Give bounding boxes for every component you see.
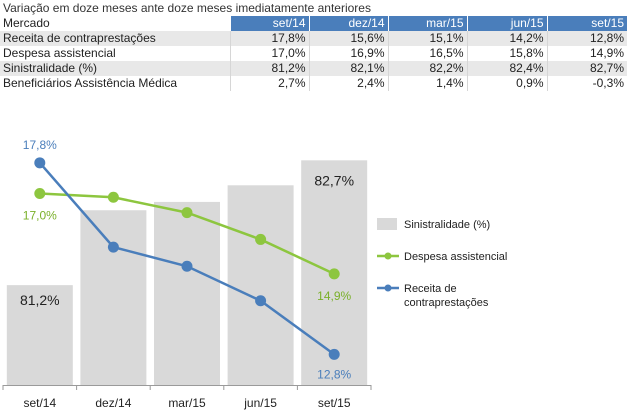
table-cell: 15,8% (466, 46, 547, 61)
legend-label: Sinistralidade (%) (404, 219, 490, 231)
column-header: jun/15 (466, 16, 547, 31)
point-data-label: 12,8% (317, 367, 351, 381)
table-cell: 16,5% (387, 46, 467, 61)
table-cell: 17,0% (229, 46, 309, 61)
series-point (181, 260, 193, 272)
table-cell: 0,9% (466, 76, 547, 91)
legend-label: Receita de (404, 283, 457, 295)
legend-swatch-bar (377, 218, 397, 230)
table-cell: 82,1% (308, 61, 388, 76)
table-cell: 81,2% (229, 61, 309, 76)
table-row: Receita de contraprestações 17,8% 15,6% … (0, 31, 627, 46)
row-label: Receita de contraprestações (0, 31, 230, 46)
row-label: Despesa assistencial (0, 46, 230, 61)
table-cell: 12,8% (546, 31, 627, 46)
table-cell: 17,8% (229, 31, 309, 46)
x-tick-label: jun/15 (243, 396, 277, 410)
bar (80, 210, 147, 385)
bar (227, 185, 294, 385)
column-header: dez/14 (308, 16, 388, 31)
table-cell: -0,3% (546, 76, 627, 91)
table-cell: 2,7% (229, 76, 309, 91)
series-point (181, 207, 193, 219)
point-data-label: 17,0% (23, 208, 57, 222)
table-cell: 14,2% (466, 31, 547, 46)
table-corner-label: Mercado (0, 16, 230, 31)
table-row: Beneficiários Assistência Médica 2,7% 2,… (0, 76, 627, 91)
table-row: Sinistralidade (%) 81,2% 82,1% 82,2% 82,… (0, 61, 627, 76)
series-point (328, 348, 340, 360)
table-cell: 2,4% (308, 76, 388, 91)
legend-label: Despesa assistencial (404, 251, 507, 263)
table-header-row: Mercado set/14 dez/14 mar/15 jun/15 set/… (0, 16, 627, 31)
table-title: Variação em doze meses ante doze meses i… (3, 1, 371, 15)
x-tick-label: mar/15 (168, 396, 206, 410)
table-row: Despesa assistencial 17,0% 16,9% 16,5% 1… (0, 46, 627, 61)
table-cell: 82,7% (546, 61, 627, 76)
column-header: set/15 (546, 16, 627, 31)
x-tick-label: set/14 (23, 396, 56, 410)
row-label: Beneficiários Assistência Médica (0, 76, 230, 91)
series-point (255, 295, 267, 307)
series-point (34, 157, 46, 169)
legend-label: contraprestações (404, 297, 489, 309)
table-cell: 82,4% (466, 61, 547, 76)
bar-data-label: 81,2% (20, 292, 60, 308)
bar (154, 201, 220, 385)
series-point (107, 191, 119, 203)
column-header: set/14 (229, 16, 309, 31)
table-cell: 82,2% (387, 61, 467, 76)
series-point (255, 233, 267, 245)
point-data-label: 17,8% (23, 138, 57, 152)
point-data-label: 14,9% (317, 289, 351, 303)
row-label: Sinistralidade (%) (0, 61, 230, 76)
table-cell: 14,9% (546, 46, 627, 61)
series-point (107, 241, 119, 253)
table-cell: 15,6% (308, 31, 388, 46)
x-tick-label: dez/14 (95, 396, 131, 410)
table-cell: 16,9% (308, 46, 388, 61)
series-point (34, 187, 46, 199)
bar-data-label: 82,7% (314, 172, 354, 188)
legend-swatch-marker (384, 284, 392, 292)
bar (6, 285, 73, 385)
legend-swatch-marker (384, 252, 392, 260)
series-point (328, 268, 340, 280)
table-cell: 15,1% (387, 31, 467, 46)
data-table: Mercado set/14 dez/14 mar/15 jun/15 set/… (0, 16, 627, 91)
table-cell: 1,4% (387, 76, 467, 91)
x-tick-label: set/15 (318, 396, 351, 410)
column-header: mar/15 (387, 16, 467, 31)
